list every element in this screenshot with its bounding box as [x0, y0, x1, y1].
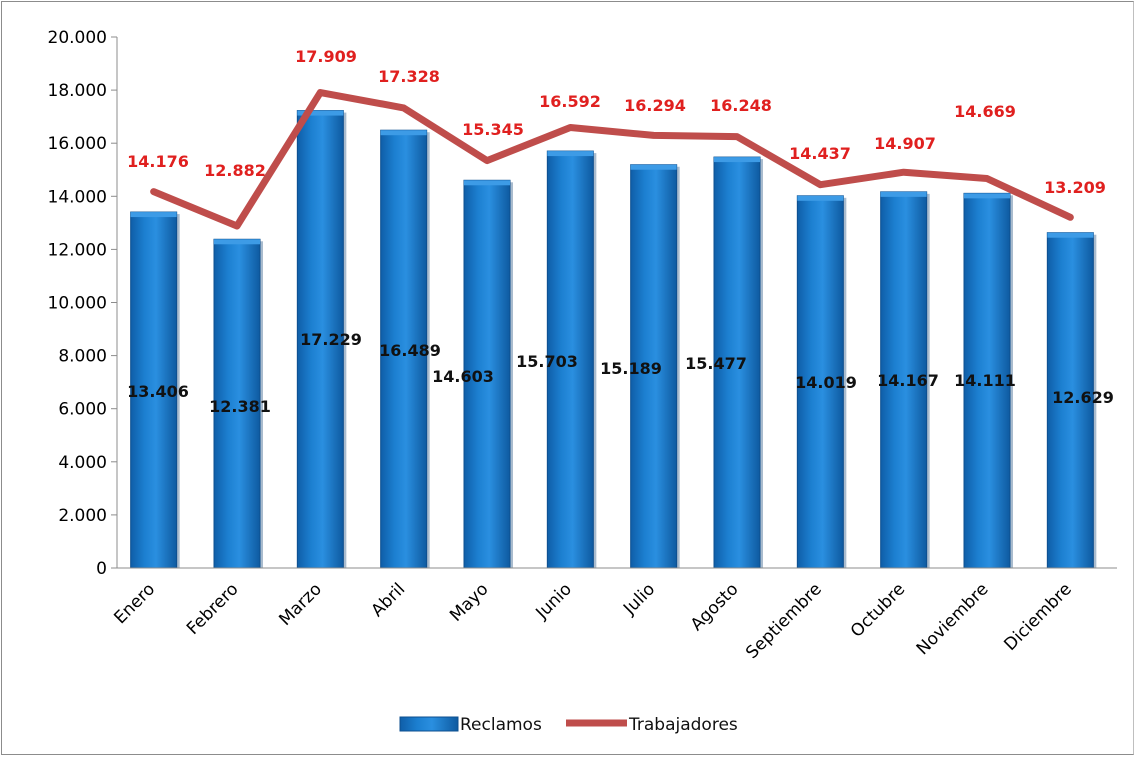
- bar-enero: [130, 211, 178, 569]
- line-value-label: 17.909: [295, 47, 357, 66]
- bar-top-highlight: [380, 130, 427, 136]
- legend-label-trabajadores: Trabajadores: [628, 715, 738, 735]
- x-tick-label: Junio: [532, 579, 576, 623]
- bar-value-label: 14.111: [954, 371, 1016, 390]
- line-value-label: 14.176: [127, 152, 189, 171]
- bar-octubre: [880, 191, 928, 569]
- bar-top-highlight: [547, 151, 594, 157]
- line-value-label: 16.592: [539, 92, 601, 111]
- bar-value-label: 15.189: [600, 359, 662, 378]
- x-tick-label: Abril: [368, 579, 410, 621]
- bar-value-label: 17.229: [300, 330, 362, 349]
- y-tick-label: 8.000: [58, 347, 107, 367]
- bar-value-label: 15.703: [516, 352, 578, 371]
- legend-label-reclamos: Reclamos: [460, 715, 542, 735]
- bar-top-highlight: [630, 164, 677, 170]
- line-series-trabajadores: [150, 89, 1074, 230]
- bar-top-highlight: [464, 180, 510, 186]
- y-tick-label: 16.000: [48, 134, 107, 154]
- bar-febrero: [213, 238, 261, 569]
- legend: Reclamos Trabajadores: [399, 715, 738, 735]
- bar-top-highlight: [1047, 232, 1094, 238]
- line-value-label: 12.882: [204, 161, 266, 180]
- x-tick-label: Septiembre: [742, 579, 826, 663]
- bar-top-highlight: [964, 193, 1010, 199]
- bar-septiembre: [796, 195, 844, 569]
- line-data-labels: 14.176 12.882 17.909 17.328 15.345 16.592 16.2…: [127, 47, 1106, 197]
- bar-abril: [380, 129, 428, 569]
- bar-value-label: 14.603: [432, 367, 494, 386]
- bar-value-label: 15.477: [685, 354, 747, 373]
- bar-junio: [546, 150, 594, 569]
- bar-data-labels: 13.406 12.381 17.229 16.489 14.603 15.703 15.1…: [127, 330, 1114, 416]
- bar-top-highlight: [714, 157, 760, 163]
- bar-top-highlight: [297, 110, 344, 116]
- line-value-label: 17.328: [378, 67, 440, 86]
- y-tick-label: 0: [96, 559, 107, 579]
- line-value-label: 16.248: [710, 96, 772, 115]
- y-tick-label: 20.000: [48, 28, 107, 48]
- line-value-label: 16.294: [624, 96, 686, 115]
- bar-top-highlight: [880, 191, 927, 197]
- x-tick-label: Noviembre: [913, 579, 993, 659]
- bar-top-highlight: [214, 239, 260, 245]
- bar-value-label: 16.489: [379, 341, 441, 360]
- bar-diciembre: [1046, 232, 1094, 569]
- line-value-label: 14.907: [874, 134, 936, 153]
- y-tick-label: 14.000: [48, 187, 107, 207]
- trabajadores-line: [150, 89, 1074, 230]
- line-value-label: 15.345: [462, 120, 524, 139]
- x-tick-label: Enero: [110, 579, 159, 628]
- y-tick-label: 18.000: [48, 81, 107, 101]
- y-axis: 0 2.000 4.000 6.000 8.000 10.000 12.000 14.000 1…: [48, 28, 118, 579]
- x-tick-label: Julio: [619, 579, 659, 619]
- bar-value-label: 14.019: [795, 373, 857, 392]
- y-tick-label: 4.000: [58, 453, 107, 473]
- bar-value-label: 12.629: [1052, 388, 1114, 407]
- bar-mayo: [463, 179, 511, 569]
- bar-julio: [630, 164, 678, 569]
- x-axis: Enero Febrero Marzo Abril Mayo Junio Julio Agos…: [110, 567, 1117, 663]
- y-tick-label: 10.000: [48, 294, 107, 314]
- bar-series-reclamos: [130, 110, 1097, 569]
- x-tick-label: Diciembre: [1000, 579, 1076, 655]
- x-tick-label: Agosto: [687, 579, 743, 635]
- bar-top-highlight: [797, 195, 844, 201]
- x-tick-label: Mayo: [446, 579, 492, 625]
- bar-value-label: 13.406: [127, 382, 189, 401]
- y-tick-label: 6.000: [58, 400, 107, 420]
- y-tick-label: 2.000: [58, 506, 107, 526]
- y-tick-label: 12.000: [48, 240, 107, 260]
- bar-value-label: 14.167: [877, 371, 939, 390]
- bar-noviembre: [963, 192, 1011, 569]
- line-value-label: 13.209: [1044, 178, 1106, 197]
- x-tick-label: Octubre: [847, 579, 909, 641]
- bar-top-highlight: [130, 212, 177, 218]
- x-tick-label: Febrero: [183, 579, 243, 639]
- x-tick-label: Marzo: [275, 579, 325, 629]
- line-value-label: 14.437: [789, 144, 851, 163]
- legend-swatch-reclamos: [399, 716, 459, 732]
- line-value-label: 14.669: [954, 102, 1016, 121]
- bar-value-label: 12.381: [209, 397, 271, 416]
